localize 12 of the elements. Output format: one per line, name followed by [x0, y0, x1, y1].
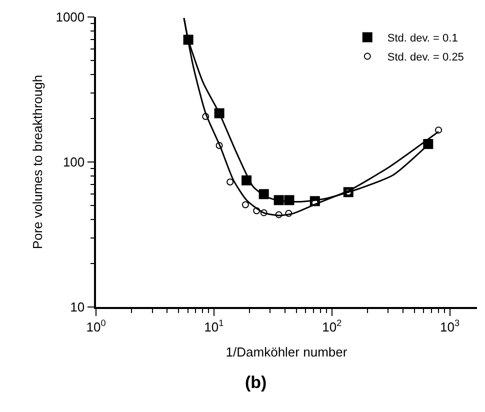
y-tick-label: 100 — [62, 154, 85, 170]
x-axis-title: 1/Damköhler number — [226, 344, 348, 360]
x-tick-label: 10$^{1}$ — [204, 318, 224, 334]
y-axis-title: Pore volumes to breakthrough — [30, 74, 46, 250]
legend-label: Std. dev. = 0.1 — [387, 32, 458, 45]
x-tick-label: 10$^{0}$ — [86, 318, 106, 334]
y-tick-label: 10 — [70, 300, 85, 315]
legend-label: Std. dev. = 0.25 — [387, 52, 464, 64]
y-tick-label: 1000 — [56, 10, 85, 25]
text: (b) — [245, 373, 267, 392]
x-tick-label: 10$^{3}$ — [440, 318, 460, 334]
x-tick-label: 10$^{2}$ — [322, 318, 342, 334]
